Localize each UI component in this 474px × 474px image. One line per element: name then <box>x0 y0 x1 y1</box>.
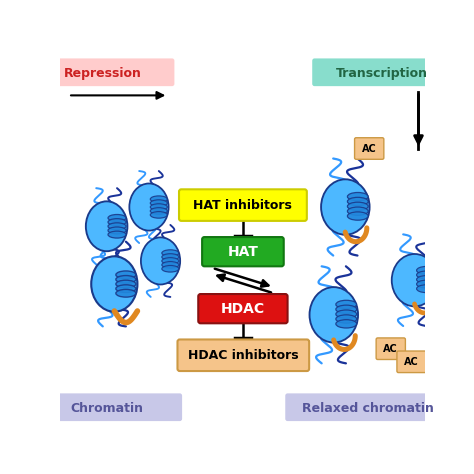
Text: HDAC inhibitors: HDAC inhibitors <box>188 349 298 362</box>
Text: Chromatin: Chromatin <box>70 401 143 414</box>
Text: Repression: Repression <box>64 67 142 80</box>
Text: AC: AC <box>362 144 376 154</box>
Text: HAT inhibitors: HAT inhibitors <box>193 199 292 211</box>
Text: HDAC: HDAC <box>221 301 265 316</box>
Ellipse shape <box>116 290 136 297</box>
Ellipse shape <box>150 204 167 210</box>
FancyBboxPatch shape <box>202 237 284 266</box>
Ellipse shape <box>86 201 128 251</box>
Ellipse shape <box>336 319 356 328</box>
Ellipse shape <box>162 258 179 264</box>
FancyBboxPatch shape <box>179 189 307 221</box>
Ellipse shape <box>347 207 368 215</box>
FancyBboxPatch shape <box>35 393 182 421</box>
Ellipse shape <box>150 196 167 202</box>
FancyBboxPatch shape <box>35 58 174 86</box>
Ellipse shape <box>108 223 126 230</box>
Ellipse shape <box>108 231 126 238</box>
FancyBboxPatch shape <box>355 138 384 159</box>
Text: Relaxed chromatin: Relaxed chromatin <box>302 401 434 414</box>
Ellipse shape <box>347 202 368 210</box>
Ellipse shape <box>116 275 136 283</box>
Ellipse shape <box>150 211 167 218</box>
Ellipse shape <box>336 305 356 313</box>
Ellipse shape <box>417 285 436 292</box>
Ellipse shape <box>91 256 137 312</box>
Ellipse shape <box>336 315 356 323</box>
Ellipse shape <box>108 227 126 234</box>
Ellipse shape <box>162 262 179 268</box>
Text: AC: AC <box>404 357 419 367</box>
FancyBboxPatch shape <box>397 351 426 373</box>
Ellipse shape <box>321 179 370 235</box>
Ellipse shape <box>129 183 169 230</box>
Ellipse shape <box>336 310 356 319</box>
Ellipse shape <box>347 212 368 220</box>
FancyBboxPatch shape <box>312 58 452 86</box>
Ellipse shape <box>347 192 368 201</box>
Ellipse shape <box>392 254 438 306</box>
Ellipse shape <box>116 271 136 279</box>
Text: AC: AC <box>383 344 398 354</box>
Ellipse shape <box>417 266 436 274</box>
FancyBboxPatch shape <box>285 393 452 421</box>
Ellipse shape <box>108 219 126 226</box>
Ellipse shape <box>150 200 167 206</box>
Ellipse shape <box>108 215 126 221</box>
Ellipse shape <box>336 300 356 309</box>
FancyBboxPatch shape <box>376 338 405 359</box>
Text: HAT: HAT <box>228 245 258 259</box>
Ellipse shape <box>417 280 436 288</box>
Text: Transcription: Transcription <box>336 67 428 80</box>
Ellipse shape <box>116 280 136 288</box>
FancyBboxPatch shape <box>177 339 309 371</box>
FancyBboxPatch shape <box>198 294 288 323</box>
Ellipse shape <box>150 208 167 214</box>
Ellipse shape <box>116 285 136 292</box>
Ellipse shape <box>310 287 358 343</box>
Ellipse shape <box>347 197 368 206</box>
Ellipse shape <box>162 265 179 272</box>
Ellipse shape <box>162 254 179 260</box>
Ellipse shape <box>417 275 436 283</box>
Ellipse shape <box>417 271 436 279</box>
Ellipse shape <box>162 250 179 256</box>
Ellipse shape <box>141 237 180 284</box>
